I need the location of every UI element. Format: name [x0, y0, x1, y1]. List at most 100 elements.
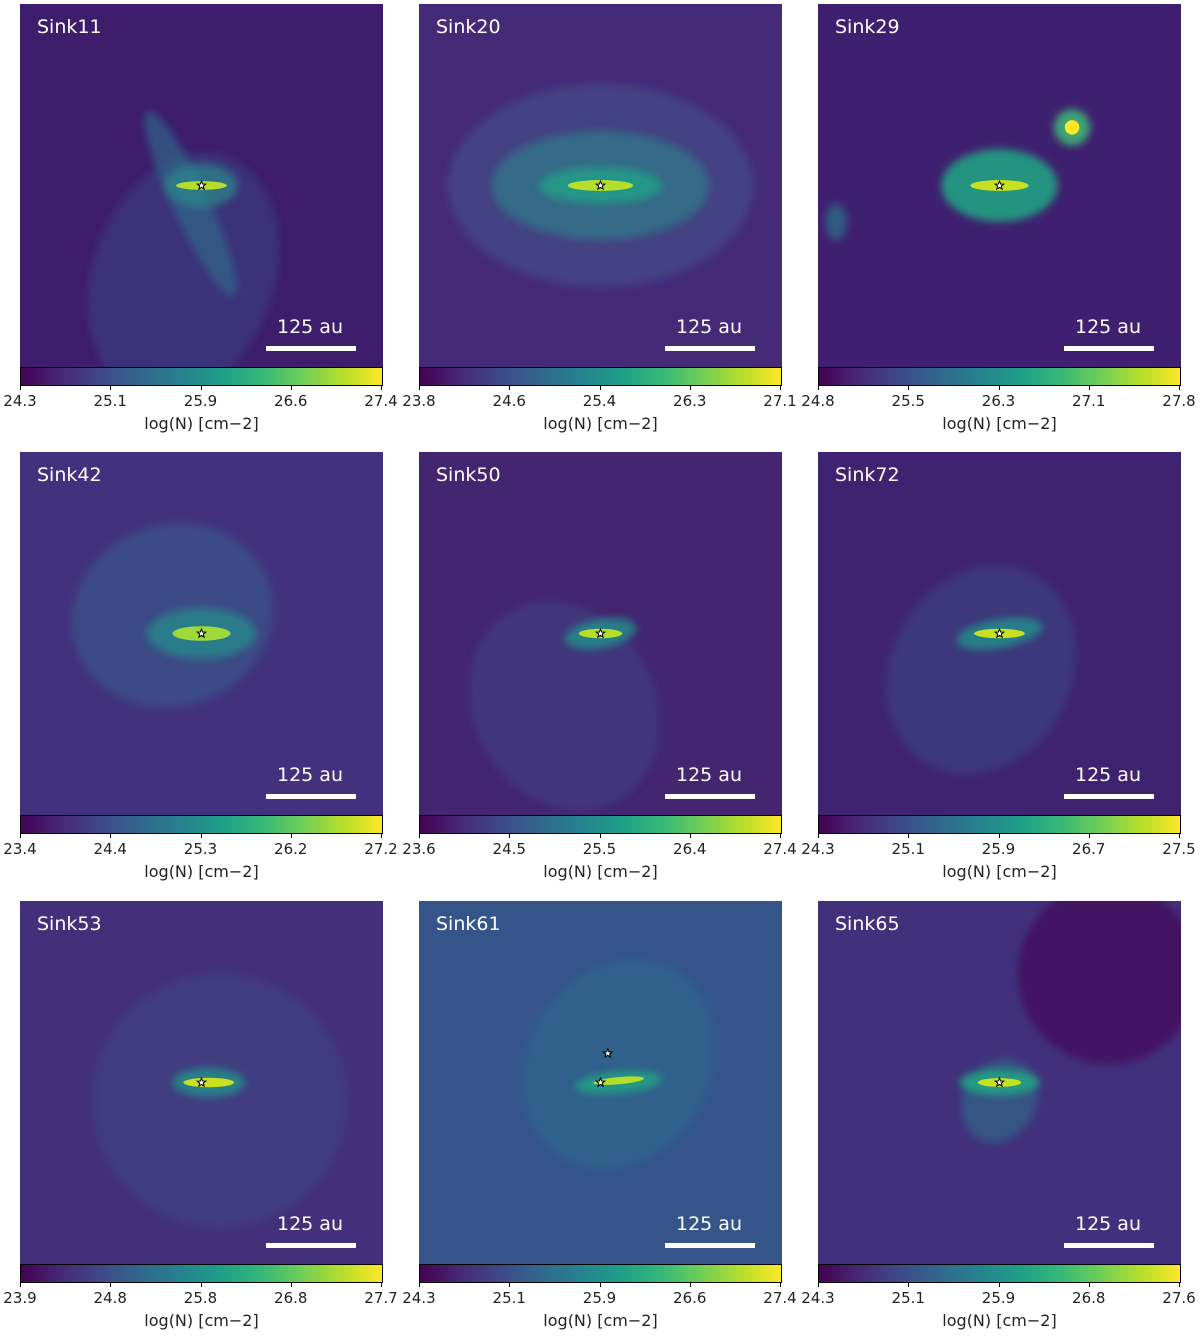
panel-title: Sink50: [436, 464, 501, 486]
colorbar-tick-label: 24.8: [93, 1289, 127, 1307]
colorbar-tick-label: 24.3: [3, 392, 37, 410]
colorbar-tick-label: 25.8: [183, 1289, 218, 1307]
scale-bar-label: 125 au: [1075, 764, 1141, 786]
colorbar-axis-label: log(N) [cm−2]: [543, 1311, 658, 1330]
colorbar-tick-label: 25.5: [582, 840, 617, 858]
density-map-svg: [87, 111, 280, 367]
panel-sink53: Sink53 125 au 23.9 24.8 25.8 26.8 27.7 log(N) […: [3, 901, 398, 1337]
density-map-svg: [825, 109, 1091, 240]
colorbar-tick: [200, 833, 202, 838]
colorbar-tick: [20, 385, 21, 390]
panel-sink11: Sink11 125 au 24.3 25.1 25.9 26.6 27.4 log(N) […: [3, 4, 398, 440]
colorbar-tick: [818, 833, 819, 838]
panel-title: Sink61: [436, 913, 501, 935]
colorbar-tick: [509, 833, 511, 838]
colorbar-tick-label: 24.4: [93, 840, 127, 858]
density-map-svg: [523, 959, 715, 1170]
colorbar-axis-label: log(N) [cm−2]: [144, 414, 259, 433]
colorbar-tick-label: 27.7: [364, 1289, 398, 1307]
density-structure: [825, 203, 848, 240]
colorbar-tick-label: 26.6: [274, 392, 308, 410]
colorbar-tick: [110, 1282, 112, 1287]
panel-title: Sink20: [436, 16, 501, 38]
density-map-svg: [959, 901, 1181, 1143]
sink-star-icon: [993, 627, 1006, 639]
colorbar-tick: [419, 1282, 420, 1287]
panel-sink65: Sink65 125 au 24.3 25.1 25.9 26.8 27.6 log(N) […: [801, 901, 1196, 1337]
colorbar-tick: [419, 833, 420, 838]
colorbar-tick: [689, 833, 691, 838]
sink-star-icon: [594, 1076, 607, 1088]
density-map-svg: [885, 565, 1077, 775]
density-structure: [468, 601, 660, 811]
sink-star-icon: [602, 1047, 614, 1059]
colorbar-tick-label: 27.4: [763, 840, 797, 858]
colorbar-tick: [381, 385, 382, 390]
panel-sink72: Sink72 125 au 24.3 25.1 25.9 26.7 27.5 log(N) […: [801, 452, 1196, 888]
colorbar-tick-label: 24.3: [801, 1289, 835, 1307]
colorbar-tick: [1179, 833, 1180, 838]
colorbar-tick: [381, 1282, 382, 1287]
colorbar-tick: [1088, 833, 1090, 838]
colorbar-tick-label: 27.1: [1072, 392, 1106, 410]
colorbar-tick-label: 27.8: [1162, 392, 1196, 410]
density-map: Sink42 125 au: [20, 452, 383, 815]
colorbar-tick-label: 25.1: [891, 1289, 925, 1307]
panel-title: Sink53: [37, 913, 102, 935]
colorbar-tick-label: 24.8: [801, 392, 835, 410]
density-map-svg: [92, 973, 347, 1228]
colorbar-tick-label: 26.8: [1072, 1289, 1106, 1307]
colorbar-tick: [110, 833, 112, 838]
panel-sink50: Sink50 125 au 23.6 24.5 25.5 26.4 27.4 log(N) […: [402, 452, 797, 888]
colorbar-tick-label: 25.9: [582, 1289, 617, 1307]
colorbar-axis-label: log(N) [cm−2]: [543, 414, 658, 433]
colorbar-tick-label: 23.9: [3, 1289, 37, 1307]
colorbar-tick: [290, 833, 292, 838]
colorbar: [20, 367, 383, 386]
colorbar-tick: [20, 1282, 21, 1287]
colorbar-tick: [818, 385, 819, 390]
colorbar-tick: [290, 385, 292, 390]
colorbar-tick: [1179, 385, 1180, 390]
colorbar-tick: [998, 833, 1000, 838]
panel-sink20: Sink20 125 au 23.8 24.6 25.4 26.3 27.1 log(N) […: [402, 4, 797, 440]
colorbar-axis-label: log(N) [cm−2]: [144, 862, 259, 881]
colorbar: [818, 1264, 1181, 1283]
colorbar-tick: [1088, 1282, 1090, 1287]
scale-bar: [1064, 1243, 1154, 1248]
colorbar-tick: [20, 833, 21, 838]
scale-bar: [1064, 346, 1154, 351]
colorbar-tick: [908, 385, 910, 390]
colorbar-tick: [599, 1282, 601, 1287]
colorbar: [419, 1264, 782, 1283]
colorbar-axis-label: log(N) [cm−2]: [942, 414, 1057, 433]
colorbar-tick-label: 24.6: [492, 392, 526, 410]
sink-star-icon: [594, 179, 607, 191]
colorbar-tick-label: 26.3: [981, 392, 1016, 410]
scale-bar-label: 125 au: [1075, 316, 1141, 338]
colorbar-tick-label: 25.3: [183, 840, 218, 858]
colorbar-tick-label: 26.6: [673, 1289, 707, 1307]
scale-bar-label: 125 au: [277, 764, 343, 786]
colorbar-tick: [1179, 1282, 1180, 1287]
scale-bar-label: 125 au: [676, 316, 742, 338]
colorbar-tick: [200, 385, 202, 390]
colorbar-tick: [780, 1282, 781, 1287]
sink-star-icon: [195, 627, 208, 639]
colorbar-tick-label: 24.5: [492, 840, 526, 858]
panel-title: Sink29: [835, 16, 900, 38]
density-map: Sink20 125 au: [419, 4, 782, 367]
colorbar-tick: [509, 1282, 511, 1287]
colorbar-tick: [908, 833, 910, 838]
panel-sink42: Sink42 125 au 23.4 24.4 25.3 26.2 27.2 log(N) […: [3, 452, 398, 888]
colorbar-tick: [689, 1282, 691, 1287]
colorbar-tick-label: 27.6: [1162, 1289, 1196, 1307]
density-map: Sink11 125 au: [20, 4, 383, 367]
colorbar-tick: [599, 833, 601, 838]
colorbar-tick: [290, 1282, 292, 1287]
scale-bar: [665, 346, 755, 351]
colorbar-tick: [689, 385, 691, 390]
density-structure: [1064, 120, 1080, 135]
colorbar-tick-label: 25.4: [582, 392, 617, 410]
colorbar-tick: [509, 385, 511, 390]
